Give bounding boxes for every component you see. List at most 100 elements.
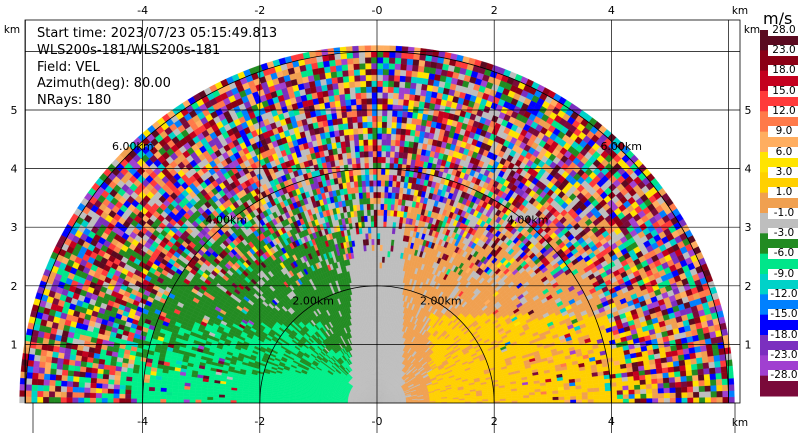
velocity-gate (615, 377, 623, 383)
velocity-gate (493, 398, 501, 402)
velocity-gate (534, 397, 542, 401)
velocity-gate (639, 374, 646, 381)
velocity-gate (681, 386, 688, 393)
velocity-gate (686, 380, 694, 387)
velocity-gate (564, 396, 571, 400)
velocity-gate (616, 389, 624, 395)
velocity-gate (570, 399, 577, 404)
velocity-gate (689, 352, 697, 360)
velocity-gate (712, 348, 720, 356)
velocity-gate (700, 350, 708, 358)
velocity-gate (429, 67, 437, 75)
velocity-gate (726, 365, 734, 373)
velocity-gate (593, 398, 600, 404)
velocity-gate (681, 397, 688, 404)
velocity-gate (593, 391, 600, 396)
velocity-gate (552, 396, 559, 401)
velocity-gate (628, 393, 635, 399)
velocity-gate (722, 396, 729, 404)
velocity-gate (552, 390, 559, 394)
velocity-gate (703, 373, 711, 381)
velocity-gate (649, 363, 657, 370)
velocity-gate (604, 386, 612, 392)
velocity-gate (686, 375, 693, 382)
velocity-gate (575, 395, 583, 400)
velocity-gate (669, 397, 677, 404)
velocity-gate (569, 388, 577, 394)
velocity-gate (611, 398, 618, 404)
velocity-gate (704, 391, 712, 398)
velocity-gate (617, 398, 624, 404)
velocity-gate (698, 391, 706, 398)
velocity-gate (674, 381, 682, 388)
velocity-gate (426, 84, 434, 92)
velocity-gate (651, 383, 659, 389)
velocity-gate (694, 345, 702, 353)
velocity-gate (569, 385, 576, 390)
velocity-gate (593, 387, 600, 392)
velocity-gate (427, 78, 435, 86)
velocity-gate (605, 394, 612, 400)
velocity-field (19, 45, 735, 404)
velocity-gate (687, 397, 694, 404)
velocity-gate (505, 398, 512, 401)
velocity-gate (656, 367, 663, 374)
velocity-gate (535, 399, 542, 404)
velocity-gate (563, 389, 571, 394)
velocity-gate (593, 395, 600, 400)
velocity-gate (657, 377, 664, 384)
velocity-gate (628, 384, 635, 390)
velocity-gate (691, 369, 699, 376)
velocity-gate (680, 375, 687, 382)
velocity-gate (599, 394, 606, 400)
velocity-gate (690, 357, 698, 365)
velocity-gate (415, 124, 422, 132)
velocity-gate (633, 375, 640, 381)
velocity-gate (622, 394, 630, 399)
velocity-gate (499, 398, 507, 402)
velocity-gate (420, 89, 427, 97)
velocity-gate (675, 397, 682, 404)
velocity-gate (674, 376, 682, 383)
velocity-gate (622, 380, 629, 386)
velocity-gate (722, 390, 729, 398)
velocity-gate (666, 361, 674, 368)
velocity-gate (728, 390, 735, 398)
velocity-gate (622, 398, 630, 404)
velocity-gate (678, 359, 686, 367)
velocity-gate (424, 96, 432, 104)
velocity-gate (720, 360, 727, 368)
velocity-gate (599, 398, 606, 404)
velocity-gate (695, 351, 703, 359)
velocity-gate (587, 399, 594, 404)
velocity-gate (628, 398, 635, 404)
velocity-gate (592, 383, 600, 389)
velocity-gate (675, 392, 682, 398)
velocity-gate (575, 388, 582, 393)
velocity-gate (599, 390, 606, 396)
velocity-gate (610, 390, 618, 395)
velocity-gate (669, 392, 676, 399)
velocity-gate (707, 355, 715, 363)
velocity-gate (650, 373, 658, 380)
velocity-gate (581, 391, 588, 396)
velocity-gate (523, 400, 530, 404)
velocity-gate (592, 379, 599, 385)
velocity-gate (428, 72, 436, 80)
velocity-gate (418, 101, 425, 108)
velocity-gate (529, 397, 536, 401)
velocity-gate (634, 389, 641, 395)
velocity-gate (564, 399, 571, 404)
velocity-gate (669, 387, 676, 393)
velocity-gate (663, 387, 670, 394)
velocity-gate (663, 392, 671, 399)
velocity-gate (685, 369, 693, 377)
velocity-gate (674, 370, 681, 378)
velocity-gate (632, 370, 640, 377)
velocity-gate (714, 360, 721, 368)
velocity-gate (587, 395, 594, 400)
velocity-gate (668, 376, 676, 383)
velocity-gate (701, 356, 709, 364)
velocity-gate (581, 399, 589, 404)
velocity-gate (581, 388, 588, 393)
